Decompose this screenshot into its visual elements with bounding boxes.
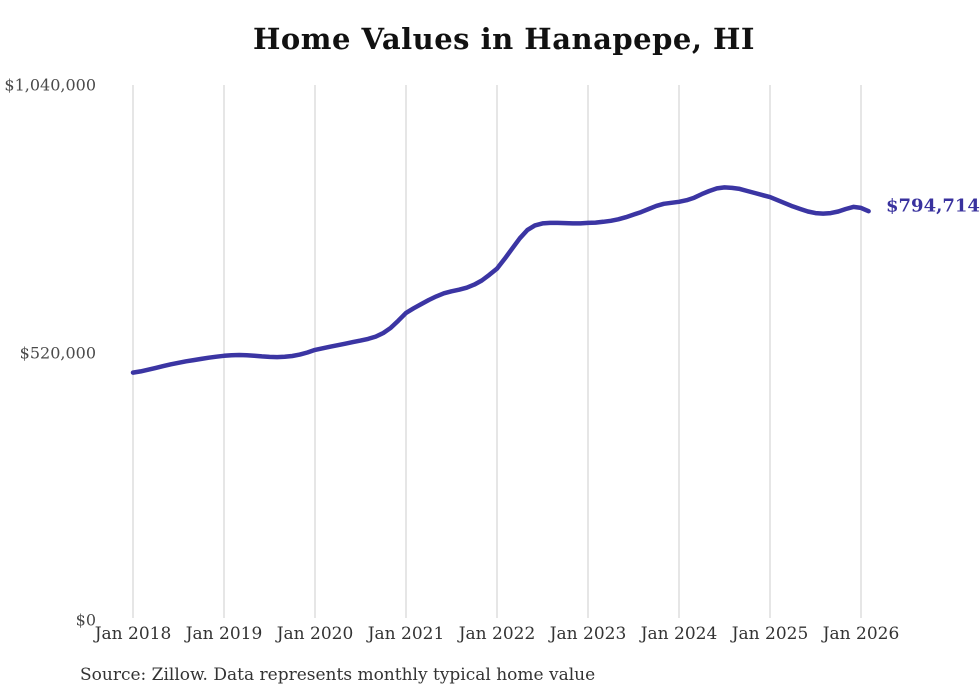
x-tick-label: Jan 2021: [367, 624, 445, 644]
x-tick-label: Jan 2024: [640, 624, 718, 644]
y-tick-label: $0: [75, 610, 96, 630]
home-value-line: [130, 185, 871, 375]
x-tick-label: Jan 2022: [458, 624, 536, 644]
source-note: Source: Zillow. Data represents monthly …: [80, 665, 596, 685]
y-tick-label: $520,000: [19, 343, 96, 362]
chart-title: Home Values in Hanapepe, HI: [253, 22, 755, 56]
x-tick-label: Jan 2019: [185, 624, 263, 644]
x-tick-label: Jan 2020: [276, 624, 354, 644]
x-tick-label: Jan 2018: [94, 624, 172, 644]
y-tick-label: $1,040,000: [4, 75, 96, 95]
x-tick-label: Jan 2023: [549, 624, 627, 644]
x-tick-label: Jan 2025: [731, 624, 809, 644]
x-tick-label: Jan 2026: [822, 624, 900, 644]
current-value-label: $794,714: [886, 195, 980, 217]
